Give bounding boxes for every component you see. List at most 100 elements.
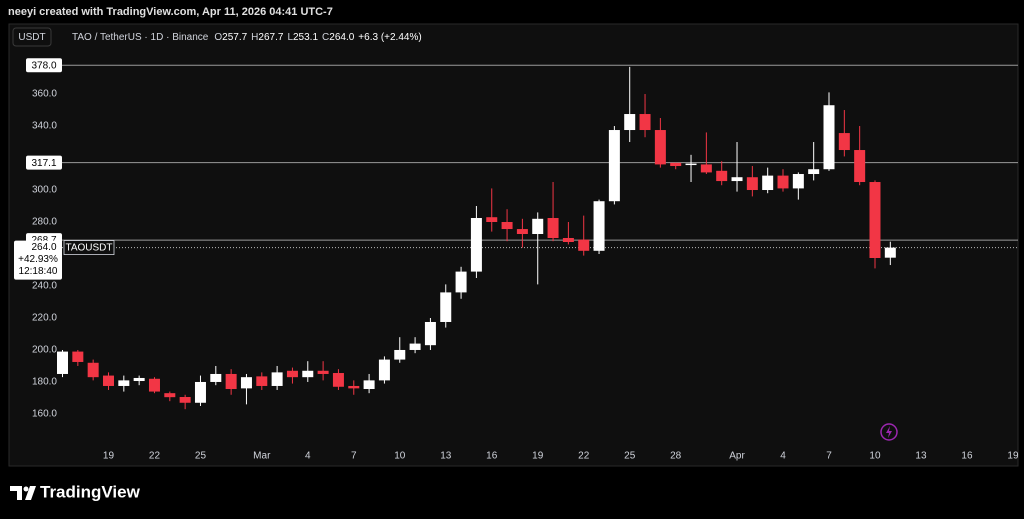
chart-panel	[8, 23, 1019, 467]
candle-body	[501, 222, 513, 230]
x-tick-label: 10	[869, 451, 881, 462]
price-label-box	[26, 155, 62, 170]
candle-body	[792, 174, 804, 189]
candle-body	[624, 114, 636, 131]
candle-body	[133, 377, 145, 382]
x-tick-label: 19	[1007, 451, 1019, 462]
y-tick-label: 160.0	[32, 409, 57, 420]
candle-body	[87, 362, 99, 378]
candle-body	[486, 217, 498, 223]
candle-body	[424, 321, 436, 346]
candle-body	[854, 150, 866, 183]
candle-body	[118, 380, 130, 386]
legend-text: 264.0	[329, 32, 354, 43]
candle-body	[57, 351, 68, 374]
last-price-label: 264.0	[31, 242, 56, 253]
candle-body	[363, 380, 375, 390]
candle-body	[317, 370, 329, 374]
candle-body	[164, 393, 176, 398]
x-tick-label: 22	[149, 451, 161, 462]
price-label-box	[26, 58, 62, 73]
x-tick-label: 7	[351, 451, 357, 462]
candle-body	[240, 377, 252, 389]
candle-body	[516, 229, 528, 235]
x-tick-label: 7	[826, 451, 832, 462]
candle-body	[700, 164, 712, 173]
candle-body	[562, 238, 574, 243]
candle-body	[685, 163, 697, 166]
candle-body	[639, 114, 651, 131]
legend-text: C	[322, 32, 329, 43]
x-tick-label: 28	[670, 451, 682, 462]
legend-text: +6.3 (+2.44%)	[358, 32, 421, 43]
candle-body	[194, 381, 206, 403]
countdown: 12:18:40	[19, 266, 58, 277]
candle-body	[838, 133, 850, 151]
legend-text: L	[287, 32, 293, 43]
currency-button[interactable]	[12, 27, 52, 47]
candle-body	[762, 175, 774, 191]
candle-body	[731, 177, 743, 182]
y-tick-label: 360.0	[32, 89, 57, 100]
candle-body	[823, 105, 835, 170]
x-tick-label: 10	[394, 451, 406, 462]
x-tick-label: 19	[532, 451, 544, 462]
price-label: 317.1	[31, 158, 56, 169]
candle-body	[302, 370, 314, 378]
symbol-label: TAOUSDT	[65, 243, 112, 254]
candle-body	[884, 247, 896, 258]
candle-body	[378, 359, 390, 381]
alert-bolt	[886, 426, 892, 438]
candle-body	[670, 162, 682, 167]
y-tick-label: 180.0	[32, 377, 57, 388]
symbol-legend: TAO / TetherUS · 1D · Binance O257.7 H267.…	[72, 32, 422, 43]
x-tick-label: 19	[103, 451, 115, 462]
candle-body	[777, 175, 789, 189]
x-tick-label: 25	[195, 451, 207, 462]
candle-body	[808, 169, 820, 175]
candle-body	[394, 349, 406, 360]
y-tick-label: 220.0	[32, 313, 57, 324]
price-label: 378.0	[31, 60, 56, 71]
x-tick-label: 13	[440, 451, 452, 462]
brand-logo	[10, 486, 36, 500]
legend-text: O	[214, 32, 222, 43]
candle-body	[102, 375, 114, 386]
x-tick-label: 16	[961, 451, 973, 462]
y-tick-label: 280.0	[32, 217, 57, 228]
legend-text: 253.1	[293, 32, 318, 43]
alert-icon[interactable]	[880, 423, 898, 441]
x-tick-label: 13	[915, 451, 927, 462]
candle-body	[256, 376, 268, 386]
candle-body	[332, 373, 344, 387]
x-tick-label: 4	[305, 451, 311, 462]
currency-label[interactable]: USDT	[18, 32, 45, 43]
candle-body	[225, 373, 237, 390]
candle-body	[348, 385, 360, 389]
candle-body	[716, 170, 728, 182]
candle-body	[72, 351, 84, 362]
candle-body	[271, 372, 283, 386]
x-tick-label: 25	[624, 451, 636, 462]
candle-body	[547, 218, 559, 239]
legend-text: TAO / TetherUS · 1D · Binance	[72, 32, 209, 43]
x-tick-label: Mar	[253, 451, 271, 462]
candle-body	[532, 218, 544, 235]
symbol-box	[63, 240, 115, 256]
legend-text: 257.7	[222, 32, 247, 43]
y-tick-label: 240.0	[32, 281, 57, 292]
x-tick-label: Apr	[729, 451, 745, 462]
candle-body	[593, 201, 605, 251]
x-tick-label: 22	[578, 451, 590, 462]
candle-body	[148, 378, 160, 392]
candle-body	[608, 130, 620, 202]
attribution: neeyi created with TradingView.com, Apr …	[8, 6, 333, 18]
candle-body	[869, 182, 881, 258]
last-price-change: +42.93%	[18, 254, 58, 265]
candle-body	[578, 239, 590, 251]
candle-body	[654, 130, 666, 165]
candle-body	[746, 177, 758, 191]
y-tick-label: 200.0	[32, 345, 57, 356]
candle-body	[210, 373, 222, 382]
x-tick-label: 4	[780, 451, 786, 462]
